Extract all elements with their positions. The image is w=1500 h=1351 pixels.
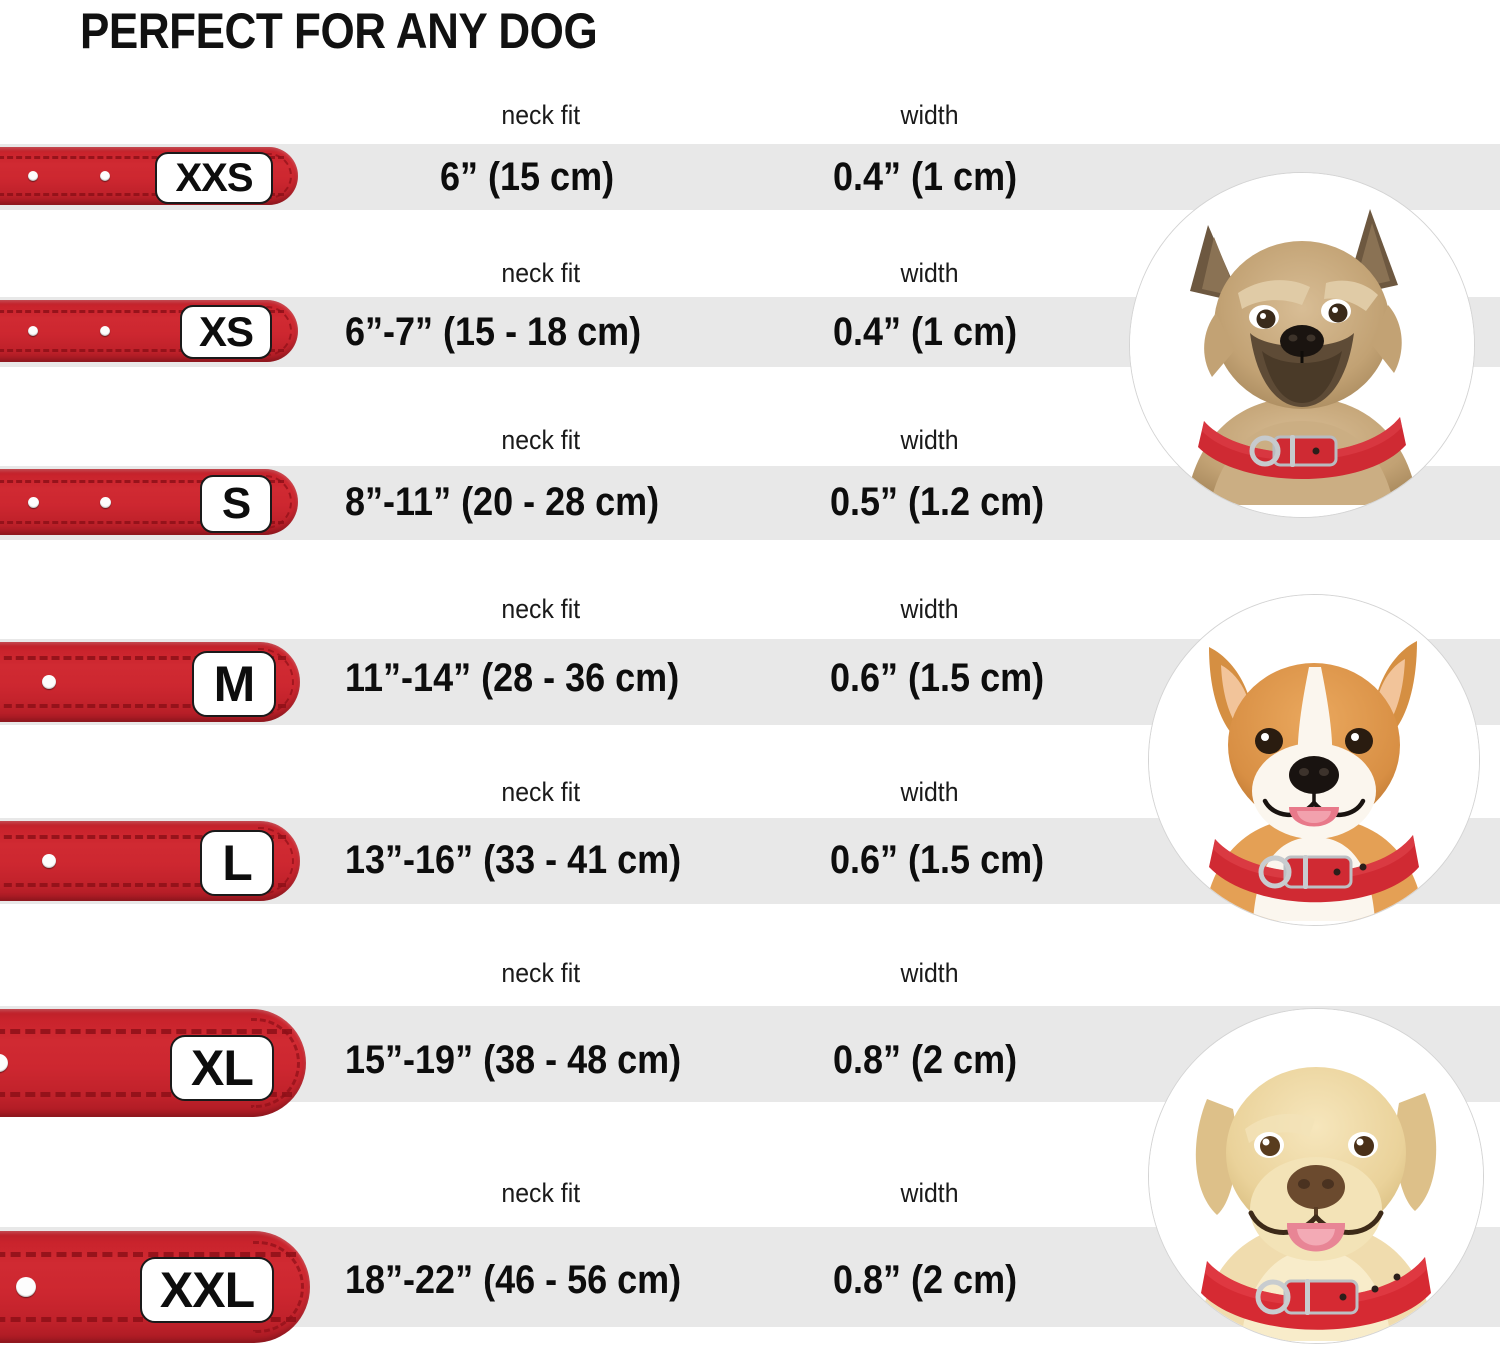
neck-fit-value: 15”-19” (38 - 48 cm): [345, 1038, 682, 1082]
collar-strip-l: L: [0, 821, 300, 901]
labrador-photo: [1148, 1008, 1484, 1344]
size-badge-label: S: [221, 479, 251, 528]
cairn-terrier-illustration: [1130, 173, 1474, 517]
width-label: width: [900, 100, 959, 130]
size-badge-l: L: [200, 830, 274, 896]
width-label: width: [900, 1178, 959, 1208]
neck-fit-value: 6” (15 cm): [440, 155, 615, 199]
neck-fit-value: 13”-16” (33 - 41 cm): [345, 838, 682, 882]
size-badge-label: M: [213, 656, 256, 712]
neck-fit-value: 6”-7” (15 - 18 cm): [345, 310, 642, 354]
collar-hole: [42, 675, 56, 689]
width-value: 0.6” (1.5 cm): [830, 838, 1045, 882]
collar-strip-s: S: [0, 469, 298, 535]
cairn-terrier-photo: [1129, 172, 1475, 518]
labrador-illustration: [1149, 1009, 1483, 1343]
size-badge-label: XXS: [175, 156, 253, 200]
neck-fit-value: 18”-22” (46 - 56 cm): [345, 1258, 682, 1302]
size-badge-label: XL: [191, 1040, 254, 1096]
collar-strip-xxs: XXS: [0, 147, 298, 205]
collar-strip-m: M: [0, 642, 300, 722]
size-badge-xl: XL: [170, 1035, 274, 1101]
neck-fit-value: 8”-11” (20 - 28 cm): [345, 480, 660, 524]
size-badge-label: XXL: [159, 1262, 255, 1318]
neck-fit-label: neck fit: [501, 425, 581, 455]
collar-strip-xxl: XXL: [0, 1231, 310, 1343]
neck-fit-label: neck fit: [501, 100, 581, 130]
size-badge-label: XS: [198, 308, 254, 355]
width-label: width: [900, 594, 959, 624]
width-value: 0.6” (1.5 cm): [830, 656, 1045, 700]
neck-fit-label: neck fit: [501, 1178, 581, 1208]
collar-hole: [0, 1054, 8, 1072]
collar-strip-xs: XS: [0, 300, 298, 362]
neck-fit-value: 11”-14” (28 - 36 cm): [345, 656, 680, 700]
corgi-photo: [1148, 594, 1480, 926]
collar-strip-xl: XL: [0, 1009, 306, 1117]
collar-hole: [100, 171, 110, 181]
collar-hole: [28, 171, 38, 181]
collar-hole: [28, 497, 39, 508]
size-badge-xs: XS: [180, 305, 272, 359]
width-value: 0.5” (1.2 cm): [830, 480, 1045, 524]
corgi-illustration: [1149, 595, 1479, 925]
size-badge-m: M: [192, 651, 276, 717]
size-badge-xxs: XXS: [155, 152, 273, 204]
neck-fit-label: neck fit: [501, 594, 581, 624]
collar-hole: [16, 1277, 36, 1297]
collar-hole: [100, 326, 110, 336]
size-badge-xxl: XXL: [140, 1257, 274, 1323]
width-label: width: [900, 425, 959, 455]
size-badge-label: L: [222, 835, 253, 891]
page-title: PERFECT FOR ANY DOG: [80, 3, 598, 59]
width-label: width: [900, 777, 959, 807]
width-value: 0.8” (2 cm): [833, 1038, 1018, 1082]
width-value: 0.8” (2 cm): [833, 1258, 1018, 1302]
neck-fit-label: neck fit: [501, 958, 581, 988]
neck-fit-label: neck fit: [501, 777, 581, 807]
collar-hole: [28, 326, 38, 336]
size-badge-s: S: [200, 475, 272, 533]
width-value: 0.4” (1 cm): [833, 155, 1018, 199]
collar-hole: [42, 854, 56, 868]
collar-hole: [100, 497, 111, 508]
width-label: width: [900, 258, 959, 288]
width-label: width: [900, 958, 959, 988]
neck-fit-label: neck fit: [501, 258, 581, 288]
width-value: 0.4” (1 cm): [833, 310, 1018, 354]
